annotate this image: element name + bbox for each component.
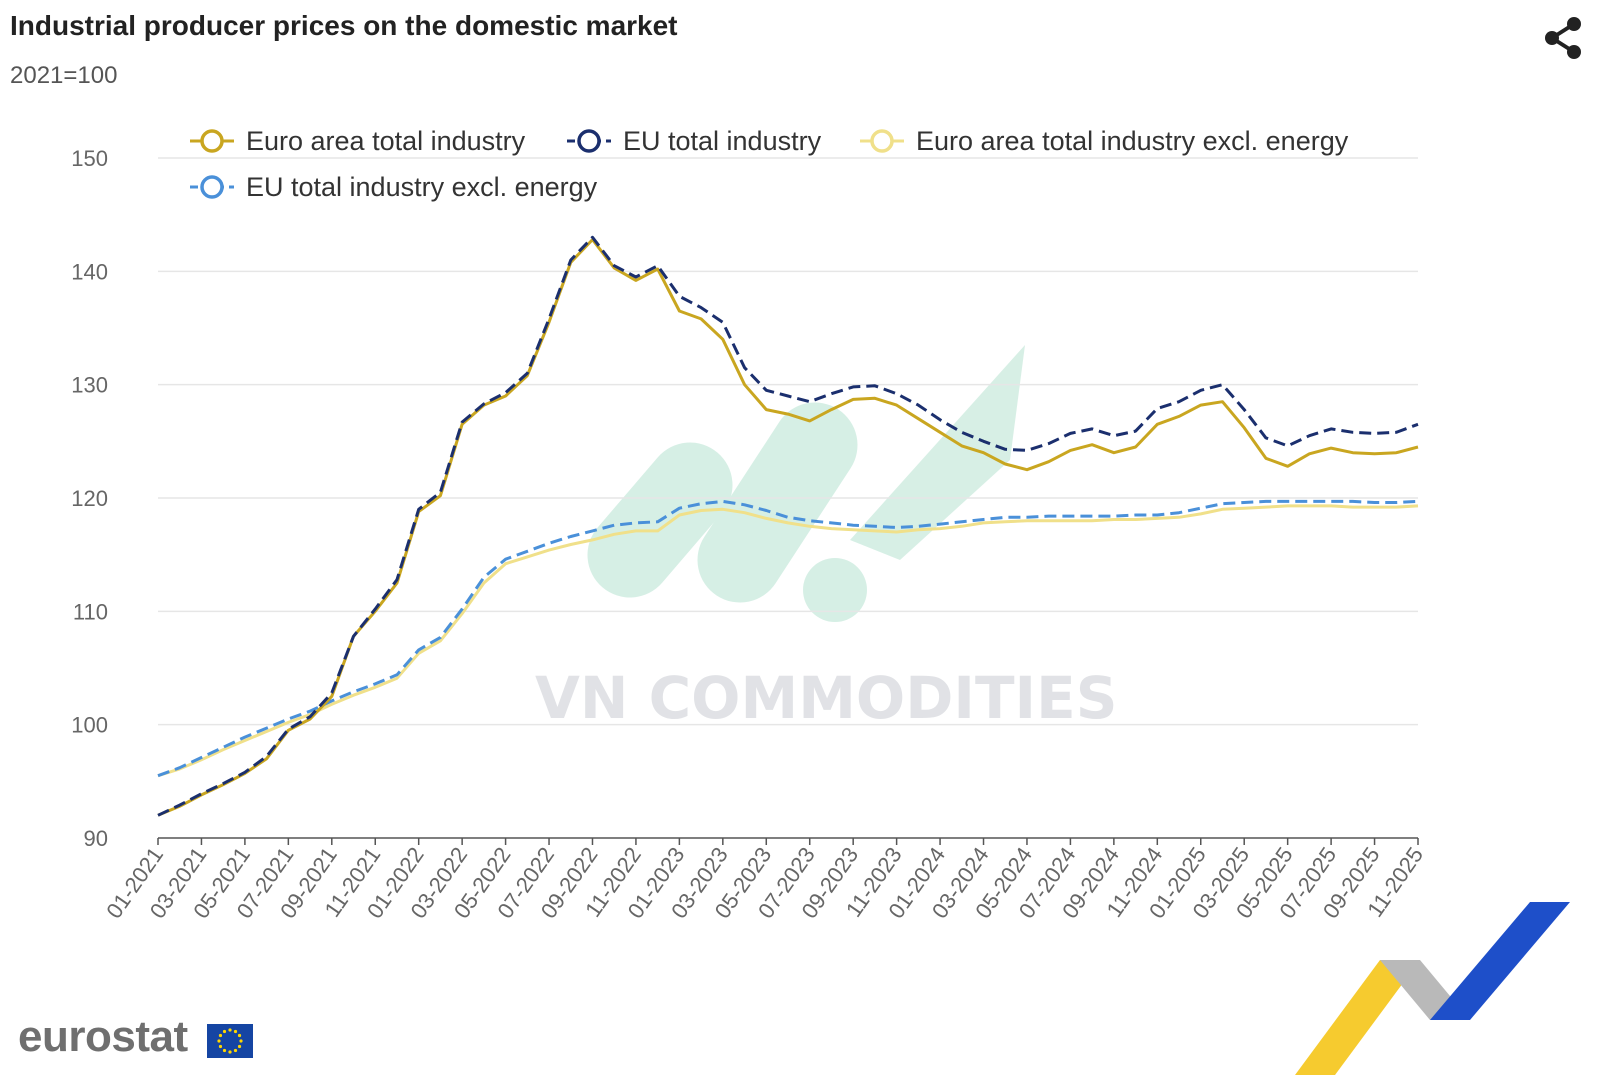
y-tick-label: 90 — [84, 826, 108, 851]
legend-label: EU total industry excl. energy — [246, 172, 598, 202]
flag-star — [222, 1048, 227, 1053]
flag-star — [217, 1039, 221, 1043]
y-tick-label: 140 — [71, 259, 108, 284]
flag-star — [228, 1050, 232, 1054]
flag-star — [218, 1044, 223, 1049]
grid — [158, 157, 1418, 726]
eurostat-logo: eurostat — [18, 1012, 188, 1061]
legend-item[interactable]: Euro area total industry excl. energy — [860, 126, 1349, 156]
y-tick-label: 150 — [71, 146, 108, 171]
legend-item[interactable]: EU total industry — [567, 126, 822, 156]
y-tick-label: 110 — [73, 599, 108, 624]
series-line — [157, 504, 1419, 778]
watermark-logo — [587, 345, 1025, 622]
y-axis: 90 100 110 120 130 140 150 — [71, 146, 108, 851]
flag-star — [218, 1033, 223, 1038]
legend[interactable]: Euro area total industry EU total industr… — [190, 126, 1349, 202]
flag-star — [237, 1044, 242, 1049]
y-tick-label: 120 — [71, 486, 108, 511]
share-icon[interactable] — [1540, 14, 1588, 62]
legend-marker — [577, 129, 601, 153]
chart-title: Industrial producer prices on the domest… — [10, 10, 678, 41]
legend-label: Euro area total industry excl. energy — [916, 126, 1349, 156]
flag-star — [233, 1048, 238, 1053]
y-tick-label: 130 — [71, 373, 108, 398]
series-line — [157, 499, 1419, 778]
series-line — [157, 235, 1419, 817]
eu-flag-icon — [207, 1024, 253, 1058]
legend-label: EU total industry — [623, 126, 822, 156]
flag-star — [228, 1028, 232, 1032]
legend-marker — [870, 129, 894, 153]
legend-marker — [200, 175, 224, 199]
series-lines — [157, 235, 1419, 817]
flag-star — [239, 1039, 243, 1043]
x-axis: 01-202103-202105-202107-202109-202111-20… — [101, 837, 1428, 923]
y-tick-label: 100 — [71, 713, 108, 738]
chart-subtitle: 2021=100 — [10, 62, 118, 89]
flag-star — [237, 1033, 242, 1038]
legend-label: Euro area total industry — [246, 126, 526, 156]
legend-marker — [200, 129, 224, 153]
flag-star — [233, 1029, 238, 1034]
legend-item[interactable]: EU total industry excl. energy — [190, 172, 598, 202]
watermark-text: VN COMMODITIES — [535, 664, 1118, 732]
legend-item[interactable]: Euro area total industry — [190, 126, 526, 156]
decorative-ribbon — [1295, 902, 1570, 1075]
flag-star — [222, 1029, 227, 1034]
